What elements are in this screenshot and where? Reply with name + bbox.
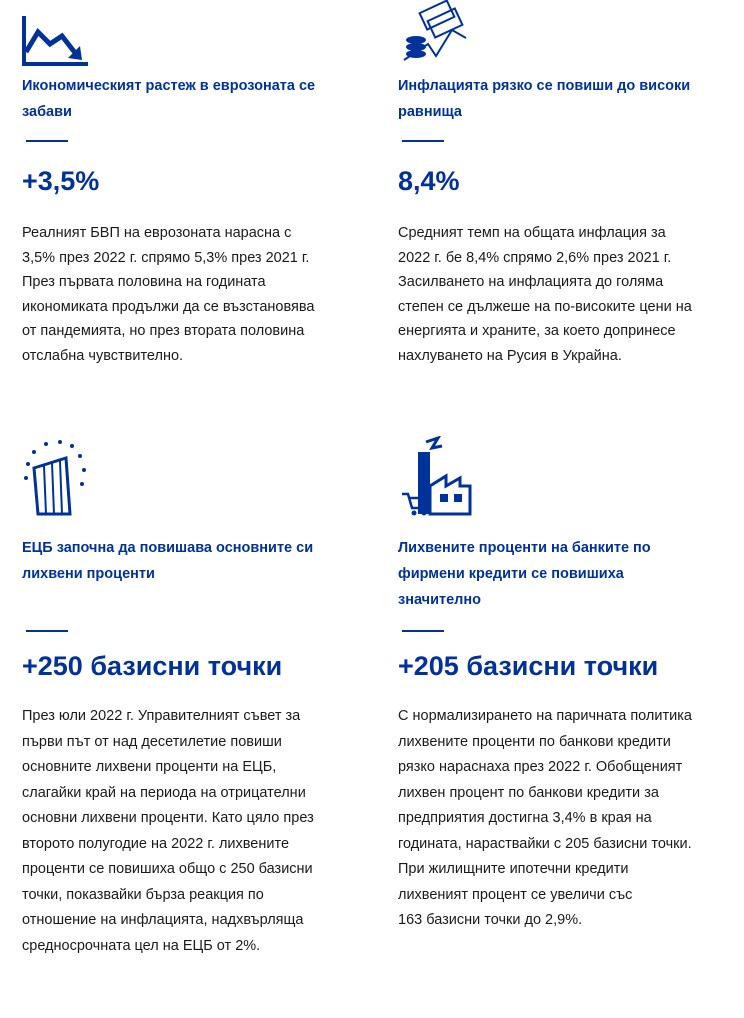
body-text: С нормализирането на паричната политика bbox=[398, 708, 692, 724]
body-text: През юли 2022 г. Управителният съвет за bbox=[22, 708, 301, 724]
body-text: нахлуването на Русия в Украйна. bbox=[398, 347, 622, 364]
card-title: фирмени кредити се повишиха bbox=[398, 566, 624, 582]
body-text: отношение на инфлацията, надхвърляща bbox=[22, 912, 304, 928]
body-text: През първата половина на годината bbox=[22, 274, 266, 290]
body-text: отслабна чувствително. bbox=[22, 347, 184, 364]
body-text: точки, показвайки бърза реакция по bbox=[22, 886, 264, 903]
body-text: годината, нараствайки с 205 базисни точк… bbox=[398, 835, 692, 852]
icon-inflation bbox=[403, 0, 467, 61]
body-text: Засилването на инфлацията до голяма bbox=[398, 274, 664, 290]
body-text: средносрочната цел на ЕЦБ от 2%. bbox=[22, 937, 261, 954]
card-title: равнища bbox=[398, 104, 462, 120]
icon-factory bbox=[402, 436, 472, 516]
body-text: При жилищните ипотечни кредити bbox=[398, 861, 629, 877]
divider bbox=[402, 630, 444, 632]
divider bbox=[26, 140, 68, 142]
body-text: от пандемията, но през втората половина bbox=[22, 323, 305, 339]
body-text: Реалният БВП на еврозоната нарасна с bbox=[22, 225, 292, 241]
body-text: Средният темп на общата инфлация за bbox=[398, 225, 666, 241]
icon-ecb bbox=[24, 440, 86, 516]
body-text: 3,5% през 2022 г. спрямо 5,3% през 2021 … bbox=[22, 249, 310, 266]
body-text: лихвеният процент се увеличи със bbox=[398, 886, 633, 903]
key-figure: +3,5% bbox=[22, 166, 100, 196]
card-title: лихвени проценти bbox=[22, 566, 155, 582]
icon-decline bbox=[22, 16, 88, 66]
card-title: Икономическият растеж в еврозоната се bbox=[22, 78, 316, 94]
body-text: рязко нараснаха през 2022 г. Обобщеният bbox=[398, 759, 683, 775]
body-text: основни лихвени проценти. Като цяло през bbox=[22, 810, 314, 826]
key-figure: +250 базисни точки bbox=[22, 651, 283, 681]
divider bbox=[402, 140, 444, 142]
key-figure: 8,4% bbox=[398, 166, 460, 196]
card-title: Лихвените проценти на банките по bbox=[398, 540, 651, 556]
body-text: предприятия достигна 3,4% в края на bbox=[398, 810, 652, 826]
body-text: 163 базисни точки до 2,9%. bbox=[398, 912, 583, 928]
body-text: слагайки край на периода на отрицателни bbox=[22, 784, 306, 801]
body-text: второто полугодие на 2022 г. лихвените bbox=[22, 835, 290, 852]
key-figure: +205 базисни точки bbox=[398, 651, 659, 681]
body-text: енергията и храните, за което допринесе bbox=[398, 323, 676, 339]
body-text: проценти се повишиха общо с 250 базисни bbox=[22, 861, 313, 877]
body-text: основните лихвени проценти на ЕЦБ, bbox=[22, 759, 277, 775]
card-title: ЕЦБ започна да повишава основните си bbox=[22, 540, 314, 556]
body-text: степен се дължеше на по-високите цени на bbox=[398, 298, 692, 315]
body-text: икономиката продължи да се възстановява bbox=[22, 298, 315, 315]
card-title: значително bbox=[398, 592, 481, 608]
body-text: лихвен процент по банкови кредити за bbox=[398, 784, 659, 801]
body-text: първи път от над десетилетие повиши bbox=[22, 733, 282, 750]
body-text: лихвените проценти по банкови кредити bbox=[398, 733, 671, 750]
card-title: Инфлацията рязко се повиши до високи bbox=[398, 78, 691, 94]
body-text: 2022 г. бе 8,4% спрямо 2,6% през 2021 г. bbox=[398, 249, 672, 266]
divider bbox=[26, 630, 68, 632]
card-title: забави bbox=[22, 104, 72, 120]
